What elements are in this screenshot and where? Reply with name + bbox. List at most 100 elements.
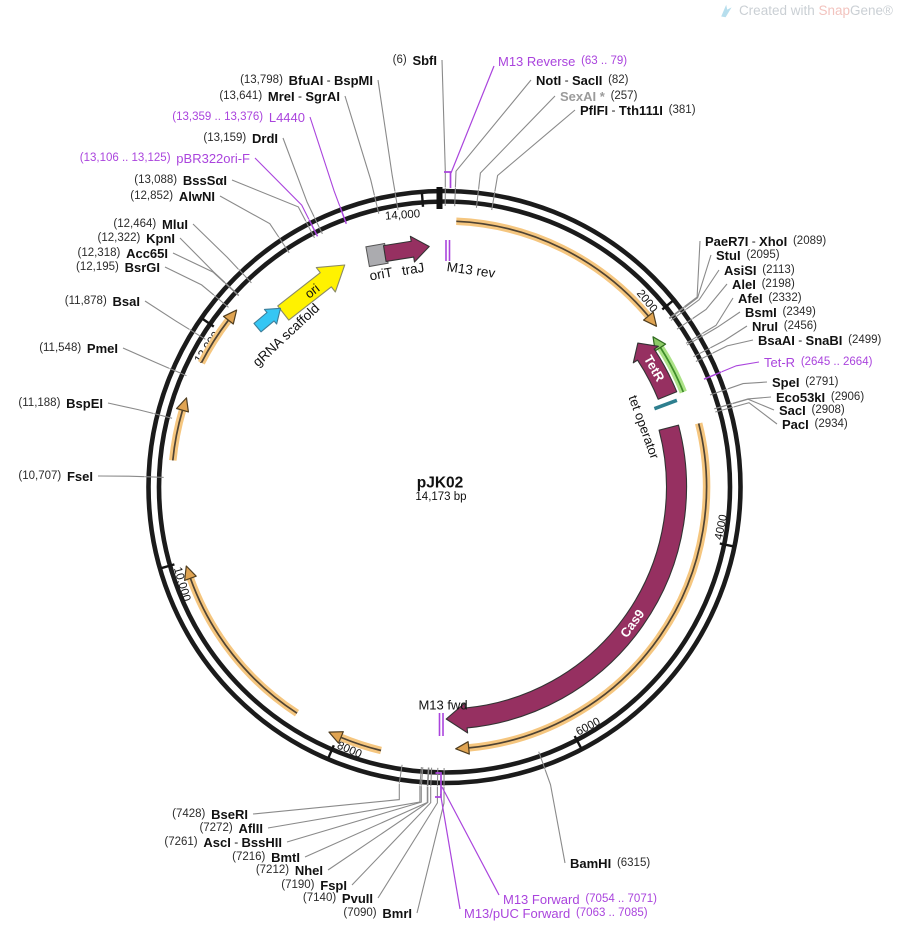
callout-spei	[728, 382, 767, 389]
site-label-spei: SpeI (2791)	[772, 375, 839, 390]
site-label-pflfi-tth111i: PflFI - Tth111I (381)	[580, 103, 696, 118]
callout-afei	[702, 298, 733, 334]
site-label-m13-puc-forward: M13/pUC Forward (7063 .. 7085)	[464, 906, 648, 921]
site-label-afei: AfeI (2332)	[738, 291, 802, 306]
callout-sbfi	[442, 60, 445, 187]
callout-fspi	[352, 787, 431, 885]
traj-label: traJ	[401, 260, 426, 278]
callout-bsaai-snabi	[713, 340, 753, 353]
m13-puc-forward-callout	[441, 794, 461, 909]
site-label-bsai: (11,878) BsaI	[65, 294, 140, 309]
site-label-sexai: SexAI * (257)	[560, 89, 638, 104]
site-label-noti-sacii: NotI - SacII (82)	[536, 73, 629, 88]
site-label-bmti: (7216) BmtI	[232, 850, 300, 865]
m13-rev-label: M13 rev	[446, 259, 497, 281]
callout-nrui	[710, 326, 747, 348]
site-label-bspei: (11,188) BspEI	[18, 396, 103, 411]
callout-aflii	[268, 786, 420, 828]
site-label-alwni: (12,852) AlwNI	[130, 189, 215, 204]
orit-label: oriT	[368, 265, 394, 284]
site-label-acc65i: (12,318) Acc65I	[77, 246, 168, 261]
orf-arrowhead-1	[456, 742, 470, 754]
site-label-fspi: (7190) FspI	[281, 878, 347, 893]
site-label-tet-r: Tet-R (2645 .. 2664)	[764, 355, 873, 370]
site-label-nhei: (7212) NheI	[256, 863, 323, 878]
callout-mrei-sgrai	[345, 96, 374, 195]
site-tick-noti-sacii	[455, 188, 456, 207]
callout-bfuai-bspmi	[378, 80, 395, 191]
m13-reverse-callout	[451, 66, 494, 173]
site-label-asisi: AsiSI (2113)	[724, 263, 795, 278]
site-label-m13-reverse: M13 Reverse (63 .. 79)	[498, 54, 627, 69]
site-label-mlui: (12,464) MluI	[113, 217, 188, 232]
site-label-pvuii: (7140) PvuII	[303, 891, 373, 906]
origin-tick	[437, 187, 443, 209]
callout-bmti	[305, 787, 427, 858]
plasmid-size: 14,173 bp	[415, 491, 466, 503]
snapgene-logo-icon	[719, 4, 733, 18]
plasmid-name: pJK02	[417, 475, 464, 492]
scale-tick-14000	[422, 193, 423, 207]
site-label-bsrgi: (12,195) BsrGI	[76, 260, 160, 275]
watermark-created-with: Created with	[739, 3, 819, 18]
site-label-bsaai-snabi: BsaAI - SnaBI (2499)	[758, 333, 882, 348]
site-label-stui: StuI (2095)	[716, 248, 780, 263]
callout-asisi	[686, 270, 719, 309]
m13-fwd-label: M13 fwd	[418, 698, 467, 713]
orf-arrowhead-3	[185, 566, 197, 580]
callout-bsrgi	[165, 267, 214, 295]
site-label-fsei: (10,707) FseI	[18, 469, 93, 484]
site-label-bfuai-bspmi: (13,798) BfuAI - BspMI	[240, 73, 373, 88]
callout-bmri	[417, 787, 444, 913]
site-label-drdi: (13,159) DrdI	[203, 131, 278, 146]
site-label-bamhi: BamHI (6315)	[570, 856, 650, 871]
watermark-brand-gene: Gene®	[850, 3, 893, 18]
callout-l4440	[310, 117, 340, 206]
orf-arrowhead-4	[177, 398, 189, 412]
site-label-sbfi: (6) SbfI	[393, 53, 437, 68]
site-label-paer7i-xhoi: PaeR7I - XhoI (2089)	[705, 234, 826, 249]
site-label-pmei: (11,548) PmeI	[39, 341, 118, 356]
watermark: Created with SnapGene®	[719, 3, 893, 18]
watermark-brand-snap: Snap	[818, 3, 850, 18]
callout-alwni	[220, 196, 279, 237]
callout-saci	[733, 399, 774, 410]
tet-operator-label: tet operator	[626, 393, 663, 461]
site-tick-fsei	[145, 477, 164, 478]
callout-fsei	[98, 476, 145, 477]
site-label-aflii: (7272) AflII	[199, 821, 263, 836]
callout-drdi	[283, 138, 314, 217]
scale-label-14000: 14,000	[385, 208, 421, 223]
tet-operator-marker	[654, 400, 677, 408]
site-label-l4440: (13,359 .. 13,376) L4440	[172, 110, 305, 125]
callout-pmei	[123, 348, 169, 368]
site-label-paci: PacI (2934)	[782, 417, 848, 432]
watermark-text: Created with SnapGene®	[739, 3, 893, 18]
callout-mlui	[193, 224, 238, 269]
site-label-bseri: (7428) BseRI	[172, 807, 248, 822]
site-label-alei: AleI (2198)	[732, 277, 795, 292]
site-label-asci-bsshii: (7261) AscI - BssHII	[164, 835, 282, 850]
callout-pbr322ori-f	[255, 158, 309, 219]
callout-pflfi-tth111i	[495, 110, 575, 191]
callout-bamhi	[545, 770, 565, 863]
site-label-pbr322ori-f: (13,106 .. 13,125) pBR322ori-F	[80, 151, 250, 166]
callout-sexai	[479, 96, 555, 189]
callout-bspei	[108, 403, 154, 414]
callout-tet-r	[722, 362, 760, 372]
site-label-bmri: (7090) BmrI	[343, 906, 412, 921]
callout-kpni	[180, 238, 225, 283]
site-label-bsmi: BsmI (2349)	[745, 305, 816, 320]
site-label-nrui: NruI (2456)	[752, 319, 817, 334]
site-label-m13-forward: M13 Forward (7054 .. 7071)	[503, 892, 657, 907]
site-label-kpni: (12,322) KpnI	[98, 231, 175, 246]
m13-forward-callout	[442, 787, 499, 895]
site-label-saci: SacI (2908)	[779, 403, 845, 418]
callout-bsss-i	[232, 180, 306, 221]
site-label-mrei-sgrai: (13,641) MreI - SgrAI	[219, 89, 340, 104]
callout-paci	[734, 403, 777, 424]
callout-bsai	[145, 301, 189, 329]
site-label-bsss-i: (13,088) BssSαI	[134, 173, 227, 188]
